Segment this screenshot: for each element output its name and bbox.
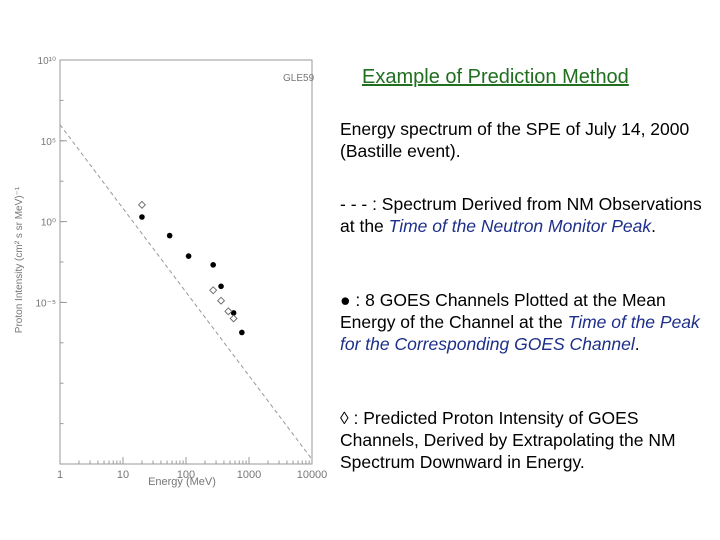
y-axis-label: Proton Intensity (cm² s sr MeV)⁻¹ <box>14 186 25 333</box>
description-paragraph: Energy spectrum of the SPE of July 14, 2… <box>340 119 690 161</box>
goes-legend-end: . <box>634 334 640 354</box>
chart-annotation: GLE59 <box>283 73 315 84</box>
x-axis-label: Energy (MeV) <box>148 476 216 488</box>
axis-ticks <box>59 59 313 465</box>
goes-data-point <box>139 214 145 220</box>
predicted-intensity-point <box>217 296 226 305</box>
y-tick-label: 10⁻⁵ <box>35 298 56 309</box>
goes-data-point <box>239 329 245 336</box>
x-tick-label: 10 <box>117 469 129 481</box>
goes-data-point <box>185 253 192 259</box>
x-tick-label: 100 <box>177 469 195 481</box>
y-tick-label: 10⁰ <box>41 218 56 229</box>
predicted-intensity-point <box>229 314 238 323</box>
predicted-intensity-point <box>209 286 218 295</box>
series-layer <box>59 124 313 460</box>
goes-data-point <box>218 283 224 290</box>
nm-legend-text: - - - : Spectrum Derived from NM Observa… <box>340 194 702 236</box>
nm-spectrum-legend: - - - : Spectrum Derived from NM Observa… <box>340 193 712 237</box>
x-tick-label: 1000 <box>237 469 261 481</box>
goes-legend-emphasis: Time of the Peak for the Corresponding G… <box>340 312 700 354</box>
x-tick-labels: 1 10 100 1000 10000 <box>57 469 327 481</box>
y-tick-label: 10⁵ <box>41 137 56 148</box>
y-tick-label: 10¹⁰ <box>38 56 56 67</box>
y-tick-labels: 10¹⁰ 10⁵ 10⁰ 10⁻⁵ <box>35 56 56 309</box>
nm-legend-end: . <box>651 216 656 236</box>
predicted-intensity-point <box>224 307 233 316</box>
x-tick-label: 1 <box>57 469 63 481</box>
predicted-intensity-legend: ◊ : Predicted Proton Intensity of GOES C… <box>340 408 676 472</box>
energy-spectrum-chart: 1 10 100 1000 10000 10¹⁰ 10⁵ 10⁰ 10⁻⁵ GLE59 Ene… <box>14 56 327 488</box>
plot-frame <box>59 59 313 465</box>
goes-data-point <box>166 232 173 239</box>
page-title: Example of Prediction Method <box>362 66 629 88</box>
nm-spectrum-line <box>59 124 313 460</box>
x-tick-label: 10000 <box>297 469 328 481</box>
nm-legend-emphasis: Time of the Neutron Monitor Peak <box>388 216 652 236</box>
goes-channels-legend: ● : 8 GOES Channels Plotted at the Mean … <box>340 289 712 355</box>
predicted-intensity-point <box>137 200 147 209</box>
goes-legend-text: ● : 8 GOES Channels Plotted at the Mean … <box>340 290 666 332</box>
goes-data-point <box>210 262 216 268</box>
